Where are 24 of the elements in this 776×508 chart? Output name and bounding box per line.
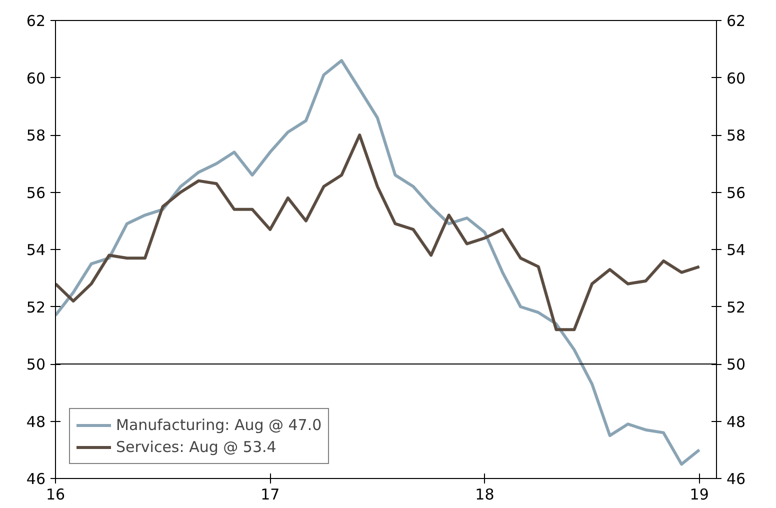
x-tick-label: 18 [475, 486, 494, 504]
y-tick-label: 56 [26, 184, 46, 202]
legend-label: Manufacturing: Aug @ 47.0 [116, 416, 322, 434]
y-tick-label: 58 [26, 126, 46, 144]
y2-tick-label: 48 [726, 412, 746, 431]
y2-tick-label: 46 [726, 470, 746, 488]
y-tick-label: 48 [26, 412, 46, 431]
legend-label: Services: Aug @ 53.4 [116, 438, 276, 456]
x-tick-label: 16 [46, 486, 66, 504]
y2-tick-label: 56 [726, 184, 746, 202]
y-tick-label: 54 [26, 241, 46, 259]
y2-tick-label: 54 [726, 241, 746, 259]
y-tick-label: 60 [26, 69, 46, 88]
x-tick-label: 17 [260, 486, 280, 504]
y-tick-label: 52 [26, 298, 46, 316]
y2-tick-label: 52 [726, 298, 746, 316]
y-tick-label: 50 [26, 356, 46, 374]
y-tick-label: 62 [26, 12, 46, 30]
y2-tick-label: 62 [726, 12, 746, 30]
x-tick-label: 19 [690, 486, 709, 504]
y-tick-label: 46 [26, 470, 46, 488]
y2-tick-label: 60 [726, 69, 746, 88]
y2-tick-label: 50 [726, 356, 746, 374]
y2-tick-label: 58 [726, 126, 746, 144]
